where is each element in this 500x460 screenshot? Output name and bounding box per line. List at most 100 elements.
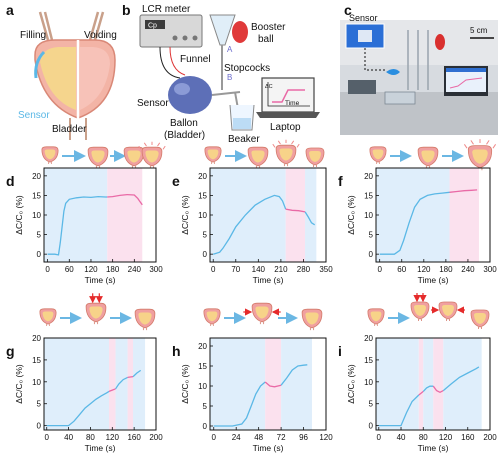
- y-tick-label-d-2: 10: [32, 211, 41, 220]
- x-tick-label-i-2: 80: [419, 433, 428, 442]
- laptop-base: [256, 112, 320, 118]
- x-axis-title-i: Time (s): [418, 443, 449, 453]
- series-line-g-2: [115, 376, 128, 390]
- laptop-axes: [267, 82, 310, 107]
- x-tick-label-e-0: 0: [211, 265, 216, 274]
- x-tick-label-i-0: 0: [377, 433, 382, 442]
- f-icon-filled: [417, 146, 439, 169]
- series-line-i-4: [442, 366, 480, 392]
- funnel: [209, 14, 236, 46]
- x-tick-label-h-4: 96: [299, 433, 308, 442]
- x-axis-title-f: Time (s): [418, 275, 449, 285]
- shade-h-1: [265, 338, 282, 430]
- x-tick-label-h-0: 0: [212, 433, 217, 442]
- shade-i-4: [443, 338, 482, 430]
- y-tick-label-g-0: 0: [37, 422, 42, 431]
- shade-d-0: [44, 168, 108, 262]
- x-tick-label-h-1: 24: [232, 433, 241, 442]
- y-tick-label-e-0: 0: [203, 250, 208, 259]
- sensor-inset-device: [358, 30, 372, 42]
- ballon-label: Ballon: [170, 118, 198, 129]
- y-tick-label-g-4: 20: [32, 334, 41, 343]
- wire-2: [169, 46, 186, 76]
- photo-lcr: [384, 91, 416, 105]
- lcr-knob-3: [192, 35, 198, 41]
- panel-c: c Sensor 5 cm: [340, 2, 498, 135]
- photo-balloon: [386, 69, 400, 75]
- f-icon-empty: [369, 146, 387, 164]
- e-icon-filled: [247, 146, 269, 169]
- x-tick-label-g-3: 120: [106, 433, 120, 442]
- plot-frame-g: [43, 337, 157, 431]
- x-tick-label-e-4: 280: [297, 265, 311, 274]
- y-tick-label-f-2: 10: [364, 211, 373, 220]
- y-axis-title-f: ΔC/C₀ (%): [346, 195, 356, 235]
- y-tick-label-d-3: 15: [32, 191, 41, 200]
- bladder-voiding-half: [80, 47, 110, 110]
- x-tick-label-g-4: 160: [127, 433, 141, 442]
- e-icon-void: [305, 147, 325, 167]
- booster-ball: [232, 21, 248, 43]
- x-tick-label-h-3: 72: [277, 433, 286, 442]
- lcr-knob-2: [182, 35, 188, 41]
- series-line-f-0: [379, 191, 450, 255]
- x-tick-label-h-2: 48: [254, 433, 263, 442]
- x-tick-label-e-3: 210: [274, 265, 288, 274]
- inset-pointer: [364, 48, 385, 71]
- x-tick-label-h-5: 120: [319, 433, 333, 442]
- y-tick-label-f-4: 20: [364, 172, 373, 181]
- plot-frame-i: [375, 337, 491, 431]
- shade-i-3: [433, 338, 444, 430]
- icons-row-top: [41, 139, 497, 171]
- x-tick-label-d-1: 60: [65, 265, 74, 274]
- photo-laptop-curve: [449, 77, 483, 89]
- panel-e-label: e: [172, 173, 180, 189]
- x-tick-label-i-3: 120: [439, 433, 453, 442]
- x-tick-label-f-1: 60: [397, 265, 406, 274]
- x-tick-label-e-2: 140: [252, 265, 266, 274]
- shade-h-0: [210, 338, 266, 430]
- chart-panel-h: h 0 24 48 72 96 120 0 5 10 15 20 Time (s) ΔC/C₀ (%): [172, 337, 333, 453]
- shade-g-0: [44, 338, 110, 430]
- stopcock-a-label: A: [227, 45, 233, 54]
- i-icon-filled: [470, 309, 490, 329]
- x-tick-label-i-1: 40: [397, 433, 406, 442]
- series-line-h-0: [213, 381, 266, 427]
- panel-b: b LCR meter Cp Funnel Booster ball A B S…: [122, 2, 320, 145]
- shade-i-0: [376, 338, 419, 430]
- x-tick-label-i-4: 160: [461, 433, 475, 442]
- shade-h-2: [281, 338, 312, 430]
- x-tick-label-e-1: 70: [231, 265, 240, 274]
- y-axis-title-h: ΔC/C₀ (%): [180, 364, 190, 404]
- shade-e-2: [305, 168, 317, 262]
- y-axis-title-e: ΔC/C₀ (%): [180, 195, 190, 235]
- e-icon-glow: [272, 139, 300, 167]
- lcr-display: [145, 20, 165, 29]
- i-icon-press-down: [410, 293, 430, 321]
- x-tick-label-e-5: 350: [319, 265, 333, 274]
- d-icon-glow: [138, 141, 166, 169]
- e-icon-empty: [204, 146, 222, 164]
- y-tick-label-e-2: 10: [198, 211, 207, 220]
- laptop-curve: [272, 89, 305, 103]
- y-tick-label-e-3: 15: [198, 191, 207, 200]
- bladder-label-b: (Bladder): [164, 130, 205, 141]
- y-tick-label-g-2: 10: [32, 378, 41, 387]
- wire-1: [159, 46, 181, 79]
- y-tick-label-g-1: 5: [37, 400, 42, 409]
- photo-booster-ball: [435, 34, 445, 50]
- series-line-e-1: [285, 208, 306, 213]
- bladder-filling-half: [40, 47, 76, 110]
- x-tick-label-g-5: 200: [149, 433, 163, 442]
- series-line-i-2: [422, 385, 434, 392]
- y-tick-label-d-4: 20: [32, 172, 41, 181]
- series-line-h-1: [264, 381, 282, 388]
- chart-panel-e: e 0 70 140 210 280 350 0 5 10 15 20 Time (s) ΔC/C₀ (%…: [172, 167, 333, 285]
- x-axis-title-h: Time (s): [253, 443, 284, 453]
- h-icon-empty: [203, 308, 221, 326]
- x-tick-label-g-0: 0: [45, 433, 50, 442]
- y-tick-label-i-4: 20: [364, 334, 373, 343]
- x-axis-title-d: Time (s): [85, 275, 116, 285]
- sensor-label: Sensor: [18, 110, 50, 121]
- ball-label: ball: [258, 34, 274, 45]
